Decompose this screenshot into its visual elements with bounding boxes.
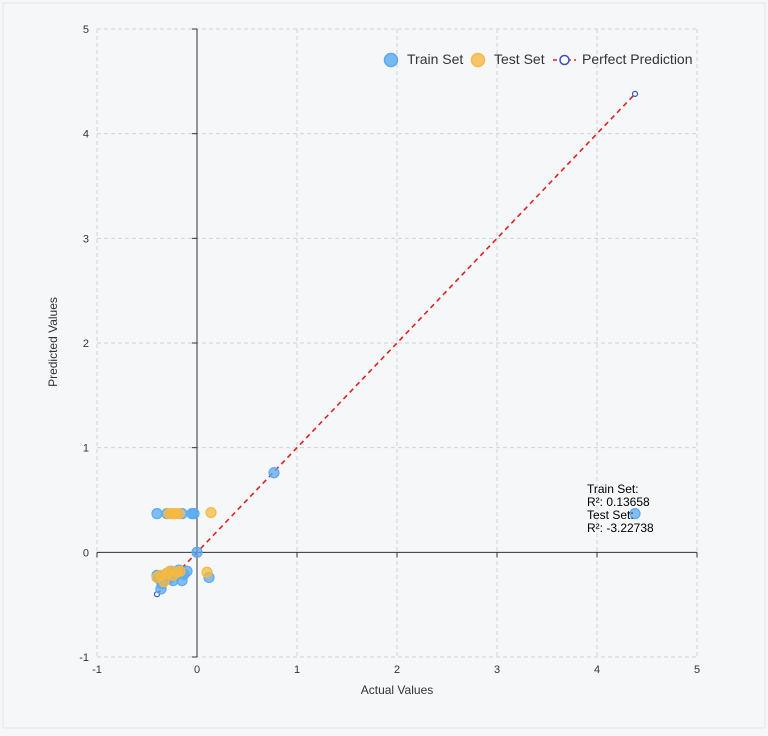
- test-point: [173, 508, 185, 520]
- y-tick-label: 3: [83, 233, 89, 245]
- y-tick-label: 1: [83, 443, 89, 455]
- test-point: [174, 565, 186, 577]
- r2-annotation: Train Set: R²: 0.13658 Test Set: R²: -3.…: [587, 482, 654, 535]
- x-axis-title: Actual Values: [361, 683, 434, 697]
- x-tick-label: 5: [694, 664, 700, 676]
- x-tick-label: 4: [594, 664, 600, 676]
- legend-label-test: Test Set: [494, 51, 545, 67]
- y-tick-label: 4: [83, 129, 89, 141]
- train-point: [188, 508, 200, 520]
- y-tick-label: 2: [83, 338, 89, 350]
- x-tick-label: 2: [394, 664, 400, 676]
- annotation-line-3: Test Set:: [587, 508, 634, 522]
- y-tick-label: 5: [83, 24, 89, 36]
- test-point: [205, 506, 217, 519]
- tick-labels: -1 0 1 2 3 4 5 -1 0 1 2 3 4 5: [79, 24, 700, 676]
- test-point: [158, 576, 170, 588]
- train-point: [629, 508, 641, 520]
- legend-label-train: Train Set: [407, 51, 463, 67]
- annotation-line-2: R²: 0.13658: [587, 495, 650, 509]
- y-tick-label: -1: [79, 652, 89, 664]
- x-tick-label: -1: [92, 664, 102, 676]
- annotation-line-1: Train Set:: [587, 482, 639, 496]
- y-tick-label: 0: [83, 547, 89, 559]
- y-axis-title: Predicted Values: [46, 297, 60, 387]
- x-tick-label: 3: [494, 664, 500, 676]
- legend-marker-perfect: [559, 54, 570, 66]
- legend-label-perfect: Perfect Prediction: [582, 51, 693, 67]
- test-point: [201, 566, 213, 578]
- annotation-line-4: R²: -3.22738: [587, 521, 654, 535]
- train-point: [191, 546, 203, 558]
- perfect-prediction-layer: [153, 90, 639, 598]
- x-tick-label: 1: [294, 664, 300, 676]
- perfect-prediction-line: [156, 93, 636, 595]
- x-tick-label: 0: [194, 664, 200, 676]
- legend-marker-test: [470, 52, 486, 68]
- legend-marker-train: [383, 52, 399, 68]
- perfect-prediction-point: [631, 90, 639, 97]
- train-point: [151, 508, 163, 520]
- data-points: [151, 467, 641, 595]
- train-point: [268, 467, 280, 479]
- legend[interactable]: Train Set Test Set Perfect Prediction: [383, 51, 693, 68]
